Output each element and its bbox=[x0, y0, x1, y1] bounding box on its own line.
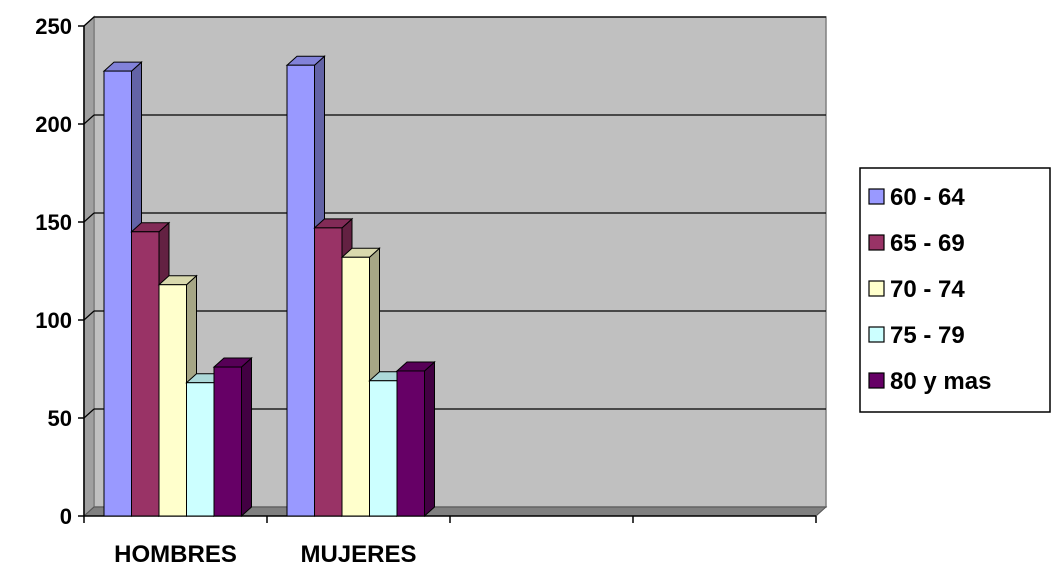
legend-item: 65 - 69 bbox=[868, 230, 965, 257]
legend-item: 60 - 64 bbox=[868, 184, 965, 211]
legend-label: 75 - 79 bbox=[890, 322, 965, 349]
legend-swatch bbox=[868, 372, 885, 389]
bar-front bbox=[369, 380, 398, 517]
x-tick-label: MUJERES bbox=[300, 541, 416, 565]
legend-box bbox=[859, 167, 1051, 413]
legend-item: 80 y mas bbox=[868, 368, 991, 395]
legend-swatch bbox=[868, 326, 885, 343]
plot-side-wall bbox=[83, 15, 95, 518]
gridline-side bbox=[83, 114, 95, 125]
bar-front bbox=[131, 231, 160, 517]
legend-item: 70 - 74 bbox=[868, 276, 965, 303]
bar-front bbox=[286, 64, 315, 517]
bar bbox=[395, 360, 436, 518]
y-tick-label: 150 bbox=[35, 210, 72, 235]
y-tick-label: 250 bbox=[35, 14, 72, 39]
y-tick-label: 50 bbox=[48, 406, 72, 431]
bar-side bbox=[241, 356, 252, 518]
y-tick-label: 0 bbox=[60, 504, 72, 529]
bar-front bbox=[186, 382, 215, 517]
legend-label: 80 y mas bbox=[890, 368, 991, 395]
legend-label: 65 - 69 bbox=[890, 230, 965, 257]
bar-front bbox=[213, 366, 242, 517]
gridline-side bbox=[83, 212, 95, 223]
bar bbox=[102, 60, 143, 518]
bar-side bbox=[424, 360, 435, 518]
bar-front bbox=[158, 284, 187, 517]
legend-label: 70 - 74 bbox=[890, 276, 965, 303]
bar-front bbox=[314, 227, 343, 517]
legend-swatch bbox=[868, 188, 885, 205]
bars bbox=[102, 55, 436, 518]
bar-front bbox=[341, 256, 370, 517]
legend-swatch bbox=[868, 280, 885, 297]
gridline-side bbox=[83, 16, 95, 27]
bar bbox=[212, 356, 253, 518]
legend-label: 60 - 64 bbox=[890, 184, 965, 211]
bar-front bbox=[396, 370, 425, 517]
legend-item: 75 - 79 bbox=[868, 322, 965, 349]
y-tick-label: 100 bbox=[35, 308, 72, 333]
y-axis: 0 50 100 150 200 250 bbox=[35, 14, 85, 529]
gridline-side bbox=[83, 310, 95, 321]
legend: 60 - 64 65 - 69 70 - 74 75 - 79 80 y mas bbox=[859, 167, 1051, 413]
gridline-side bbox=[83, 408, 95, 419]
legend-swatch bbox=[868, 234, 885, 251]
x-axis: HOMBRES MUJERES bbox=[83, 515, 817, 565]
bar-front bbox=[103, 70, 132, 517]
x-tick-label: HOMBRES bbox=[114, 541, 237, 565]
y-tick-label: 200 bbox=[35, 112, 72, 137]
